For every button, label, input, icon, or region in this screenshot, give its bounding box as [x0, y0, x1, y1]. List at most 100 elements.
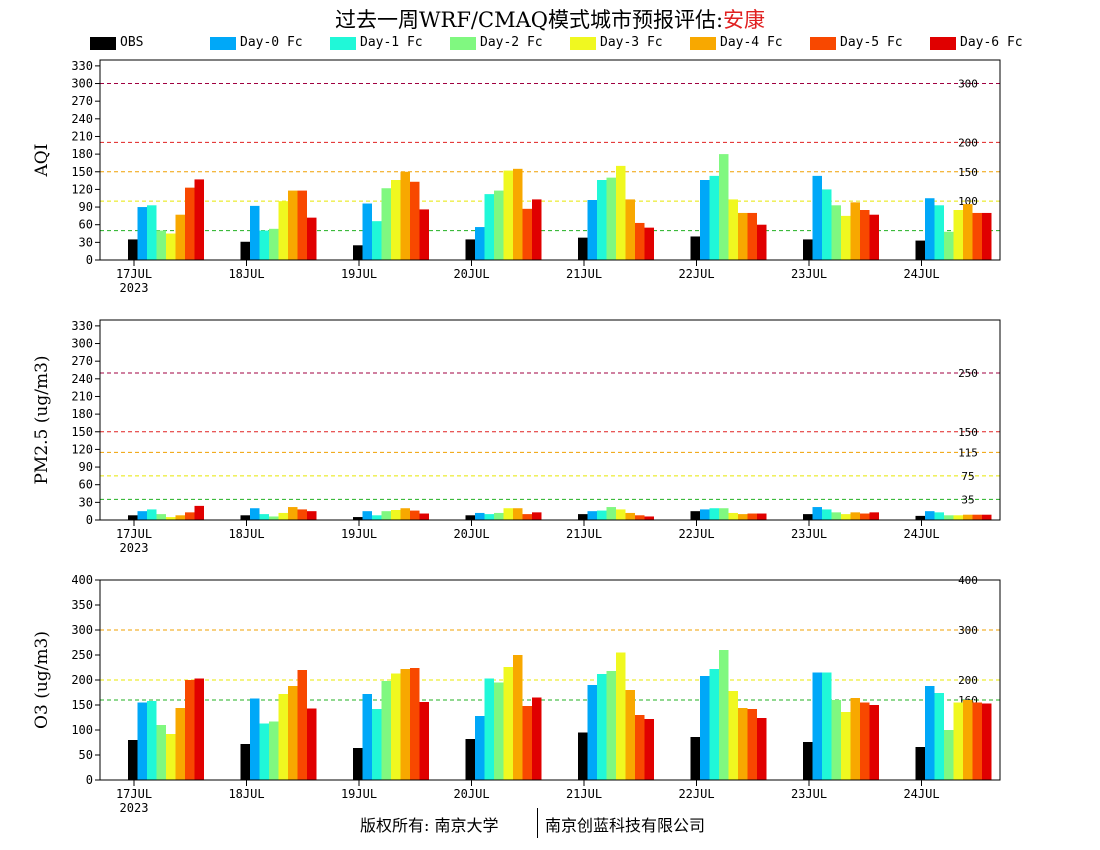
y-tick-label: 270 [71, 354, 93, 368]
bar [250, 508, 260, 520]
y-tick-label: 60 [79, 478, 93, 492]
bar [700, 676, 710, 780]
plot-frame [99, 319, 1001, 521]
bar [635, 715, 645, 780]
x-tick-label: 17JUL [116, 787, 152, 801]
bar [240, 241, 250, 260]
bar [503, 508, 513, 520]
bar [522, 706, 532, 780]
x-tick-label: 21JUL [566, 787, 602, 801]
bar [972, 514, 982, 520]
y-tick-label: 90 [79, 200, 93, 214]
bar [513, 168, 523, 260]
bar [578, 514, 588, 520]
bar [597, 674, 607, 780]
bar [860, 702, 870, 780]
bar [812, 175, 822, 260]
chart-title: 过去一周WRF/CMAQ模式城市预报评估:安康 [0, 4, 1100, 34]
bar [747, 513, 757, 520]
footer: 版权所有: 南京大学 南京创蓝科技有限公司 [0, 806, 1100, 838]
bar [944, 231, 954, 260]
threshold-label: 35 [961, 493, 974, 506]
bar [307, 217, 317, 260]
bar [465, 239, 475, 260]
bar [391, 180, 401, 260]
y-tick-label: 400 [71, 573, 93, 587]
bar [307, 708, 317, 780]
y-tick-label: 0 [86, 773, 93, 787]
y-tick-label: 210 [71, 129, 93, 143]
bar [831, 700, 841, 780]
bar [240, 515, 250, 520]
y-tick-label: 150 [71, 425, 93, 439]
bar [372, 515, 382, 520]
bar [494, 190, 504, 260]
x-tick-label: 19JUL [341, 787, 377, 801]
bar [972, 212, 982, 260]
legend-swatch [570, 37, 596, 50]
x-year-label: 2023 [120, 801, 149, 815]
plot-frame [99, 59, 1001, 261]
bar [934, 512, 944, 520]
y-tick-label: 30 [79, 495, 93, 509]
bar [860, 513, 870, 520]
y-tick-label: 240 [71, 372, 93, 386]
bar [616, 165, 626, 260]
bar [484, 678, 494, 780]
x-tick-label: 21JUL [566, 267, 602, 281]
bar [362, 694, 372, 780]
bar [128, 239, 138, 260]
footer-company: 南京创蓝科技有限公司 [545, 816, 706, 835]
y-axis-label: AQI [32, 144, 52, 178]
x-tick-label: 24JUL [903, 267, 939, 281]
bar [709, 508, 719, 520]
bar [288, 686, 298, 780]
bar [925, 198, 935, 260]
x-tick-label: 23JUL [791, 267, 827, 281]
bar [410, 510, 420, 520]
bar [728, 691, 738, 780]
bar [625, 690, 635, 780]
bar [625, 199, 635, 260]
legend-swatch [930, 37, 956, 50]
bar [963, 514, 973, 520]
bar [606, 507, 616, 520]
bar [747, 212, 757, 260]
bar [128, 515, 138, 520]
x-year-label: 2023 [120, 541, 149, 555]
bar [747, 709, 757, 780]
bar [175, 708, 185, 780]
bar [982, 703, 992, 780]
bar [381, 188, 391, 260]
bar [278, 201, 288, 260]
y-tick-label: 350 [71, 598, 93, 612]
bar [259, 514, 269, 520]
bar [606, 671, 616, 780]
bar [719, 154, 729, 260]
bar [494, 682, 504, 780]
y-tick-label: 180 [71, 407, 93, 421]
legend-swatch [690, 37, 716, 50]
bar [982, 212, 992, 260]
bar [307, 511, 317, 520]
bar [738, 708, 748, 780]
legend-label: Day-6 Fc [960, 35, 1023, 50]
bar [372, 709, 382, 780]
x-tick-label: 17JUL [116, 267, 152, 281]
y-axis-label: O3 (ug/m3) [32, 631, 52, 729]
legend-label: OBS [120, 35, 144, 50]
bar [738, 212, 748, 260]
bar [410, 668, 420, 780]
threshold-label: 150 [958, 426, 978, 439]
legend-label: Day-1 Fc [360, 35, 423, 50]
bar [475, 512, 485, 520]
bar [616, 509, 626, 520]
bar [137, 207, 147, 260]
x-tick-label: 18JUL [228, 267, 264, 281]
bar [475, 716, 485, 780]
y-axis-label: PM2.5 (ug/m3) [32, 355, 52, 484]
legend-swatch [810, 37, 836, 50]
bar [728, 512, 738, 520]
bar [381, 511, 391, 520]
threshold-label: 300 [958, 78, 978, 91]
